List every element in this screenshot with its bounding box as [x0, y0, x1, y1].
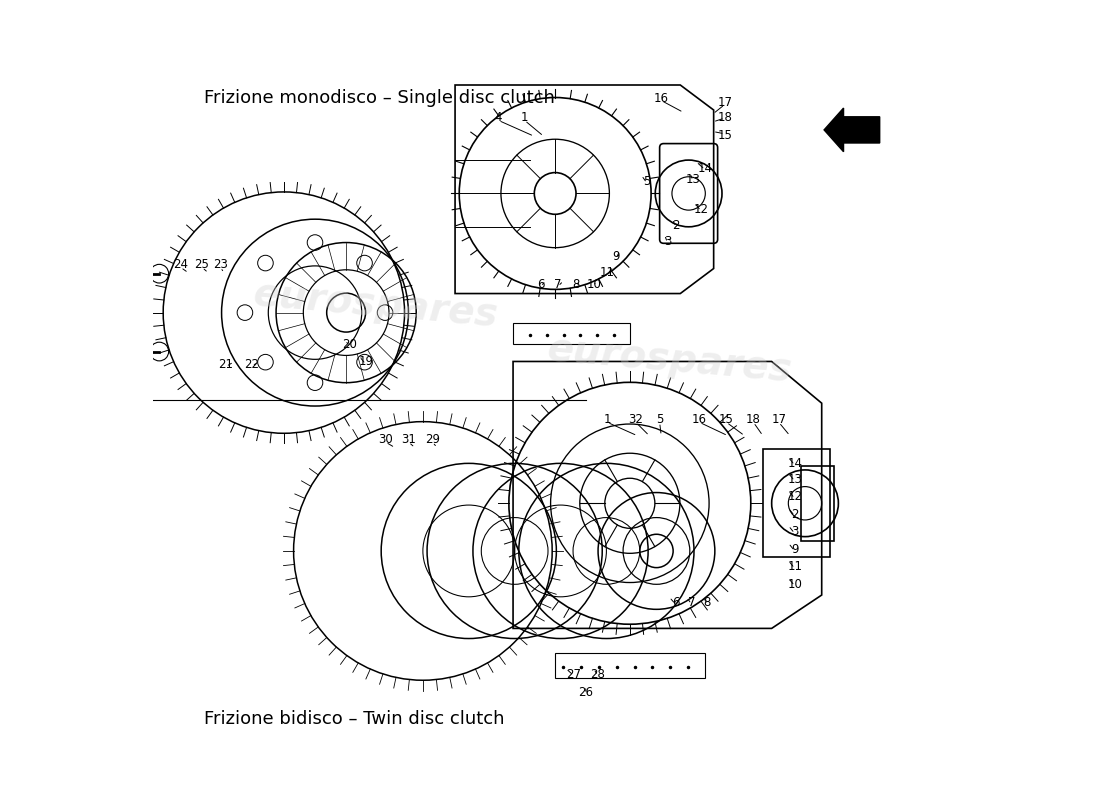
Text: 9: 9: [613, 250, 619, 263]
Text: 12: 12: [693, 203, 708, 216]
Text: eurospares: eurospares: [251, 275, 499, 334]
Text: 31: 31: [402, 434, 416, 446]
Text: 28: 28: [591, 667, 605, 681]
Text: 17: 17: [771, 414, 786, 426]
Circle shape: [150, 264, 168, 283]
Text: 1: 1: [520, 111, 528, 125]
Text: 11: 11: [600, 266, 615, 279]
Text: 26: 26: [579, 686, 593, 699]
Text: 11: 11: [788, 560, 802, 574]
Text: 8: 8: [572, 278, 580, 291]
Text: 10: 10: [788, 578, 802, 591]
Text: 27: 27: [566, 667, 581, 681]
Text: 18: 18: [717, 111, 733, 125]
Text: 22: 22: [244, 358, 260, 370]
Text: 14: 14: [697, 162, 713, 174]
Text: 3: 3: [664, 234, 671, 248]
Text: 13: 13: [685, 173, 701, 186]
Polygon shape: [824, 108, 880, 152]
Text: 9: 9: [791, 543, 799, 556]
Text: 10: 10: [586, 278, 601, 291]
Text: 2: 2: [672, 218, 680, 232]
Text: 7: 7: [554, 278, 562, 291]
Text: 30: 30: [378, 434, 393, 446]
Text: Frizione bidisco – Twin disc clutch: Frizione bidisco – Twin disc clutch: [205, 710, 505, 728]
Text: 12: 12: [788, 490, 802, 503]
Text: 2: 2: [791, 508, 799, 521]
Text: 18: 18: [746, 414, 761, 426]
Text: 1: 1: [604, 414, 611, 426]
Text: 5: 5: [644, 175, 650, 188]
Text: 15: 15: [719, 414, 734, 426]
Text: 6: 6: [672, 596, 680, 609]
Text: 16: 16: [653, 92, 669, 105]
Text: 5: 5: [656, 414, 663, 426]
Circle shape: [150, 342, 168, 361]
Text: Frizione monodisco – Single disc clutch: Frizione monodisco – Single disc clutch: [205, 89, 556, 107]
Text: 29: 29: [425, 434, 440, 446]
Bar: [801, 466, 834, 541]
Text: eurospares: eurospares: [546, 330, 793, 390]
Bar: [514, 322, 630, 343]
Text: 14: 14: [788, 457, 802, 470]
Text: 16: 16: [692, 414, 707, 426]
Text: 13: 13: [788, 473, 802, 486]
Text: 23: 23: [213, 258, 228, 271]
Text: 8: 8: [704, 596, 711, 609]
Text: 19: 19: [359, 355, 373, 368]
Bar: [554, 654, 705, 678]
Text: 6: 6: [537, 278, 544, 291]
Text: 15: 15: [717, 129, 733, 142]
Text: 3: 3: [791, 526, 799, 538]
Text: 20: 20: [342, 338, 358, 351]
Text: 7: 7: [688, 596, 695, 609]
Bar: [763, 449, 830, 558]
Text: 17: 17: [717, 95, 733, 109]
Text: 25: 25: [195, 258, 209, 271]
Text: 4: 4: [495, 111, 502, 125]
Text: 21: 21: [219, 358, 233, 370]
Text: 24: 24: [173, 258, 188, 271]
Text: 32: 32: [628, 414, 643, 426]
